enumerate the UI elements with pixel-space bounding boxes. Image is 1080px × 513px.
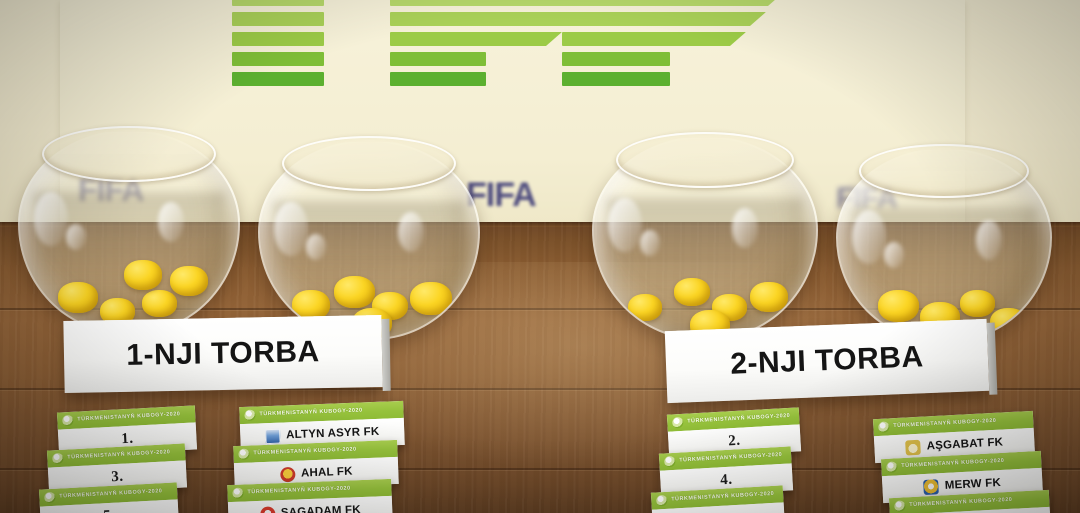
draw-bowl-4 xyxy=(836,148,1048,338)
glass-reflection xyxy=(158,202,184,242)
draw-ball xyxy=(58,282,98,313)
draw-bowl-1 xyxy=(18,130,236,330)
glass-reflection xyxy=(274,202,308,256)
cup-banner-text: TÜRKMENISTANYŇ KUBOGY-2020 xyxy=(247,486,350,495)
placard-side xyxy=(381,319,390,391)
club-name: ALTYN ASYR FK xyxy=(286,427,380,442)
draw-ball xyxy=(878,290,919,322)
logo-stripe xyxy=(232,32,324,46)
cup-banner-text: TÜRKMENISTANYŇ KUBOGY-2020 xyxy=(901,459,1004,470)
glass-reflection xyxy=(398,212,424,252)
federation-emblem-icon xyxy=(656,495,668,507)
card-number: 2. xyxy=(728,434,741,450)
card-number: 4. xyxy=(720,473,733,489)
cup-banner-text: TÜRKMENISTANYŇ KUBOGY-2020 xyxy=(77,412,180,423)
cup-banner-text: TÜRKMENISTANYŇ KUBOGY-2020 xyxy=(67,450,170,461)
federation-emblem-icon xyxy=(878,421,890,433)
cup-banner-text: TÜRKMENISTANYŇ KUBOGY-2020 xyxy=(679,453,782,464)
bowl-rim xyxy=(282,136,456,191)
logo-stripe xyxy=(390,52,486,66)
card-number: 1. xyxy=(121,432,134,448)
logo-stripe xyxy=(562,12,766,26)
federation-emblem-icon xyxy=(52,453,64,465)
club-name: ŞAGADAM FK xyxy=(281,505,361,513)
draw-ball xyxy=(960,290,995,317)
cup-banner-text: TÜRKMENISTANYŇ KUBOGY-2020 xyxy=(909,498,1012,509)
glass-reflection xyxy=(640,230,660,256)
pot-1-placard: 1-NJI TORBA xyxy=(63,315,382,393)
glass-reflection xyxy=(608,198,642,252)
logo-stripe xyxy=(232,0,324,6)
cup-banner-text: TÜRKMENISTANYŇ KUBOGY-2020 xyxy=(687,414,790,425)
federation-emblem-icon xyxy=(664,456,676,468)
draw-ball xyxy=(124,260,162,290)
pot-1-placard-label: 1-NJI TORBA xyxy=(126,337,320,371)
draw-ball xyxy=(674,278,710,306)
club-name: AŞGABAT FK xyxy=(926,437,1003,452)
logo-stripe xyxy=(562,32,746,46)
federation-emblem-icon xyxy=(44,492,56,504)
glass-reflection xyxy=(732,208,758,248)
bowl-rim xyxy=(42,126,216,182)
cup-banner-text: TÜRKMENISTANYŇ KUBOGY-2020 xyxy=(253,447,356,456)
draw-ball xyxy=(410,282,452,315)
cup-banner-text: TÜRKMENISTANYŇ KUBOGY-2020 xyxy=(259,408,362,417)
cup-banner-text: TÜRKMENISTANYŇ KUBOGY-2020 xyxy=(893,419,996,430)
club-crest-icon xyxy=(905,440,921,456)
federation-emblem-icon xyxy=(672,417,684,429)
logo-stripe xyxy=(562,52,670,66)
federation-emblem-icon xyxy=(244,410,255,421)
logo-stripe xyxy=(390,32,562,46)
draw-bowl-2 xyxy=(258,140,476,336)
club-name: MERW FK xyxy=(945,478,1002,492)
bowl-rim xyxy=(616,132,793,188)
bowl-rim xyxy=(859,144,1028,197)
club-crest-icon xyxy=(280,467,296,483)
federation-emblem-icon xyxy=(232,488,243,499)
logo-stripe xyxy=(390,12,582,26)
draw-ball xyxy=(170,266,208,296)
tff-green-stripes-logo xyxy=(232,0,872,98)
logo-stripe xyxy=(232,12,324,26)
pot-2-placard: 2-NJI TORBA xyxy=(665,319,990,403)
draw-ball xyxy=(990,308,1027,337)
club-crest-icon xyxy=(265,429,281,445)
club-crest-icon xyxy=(924,479,940,495)
logo-stripe xyxy=(390,72,486,86)
cup-banner-text: TÜRKMENISTANYŇ KUBOGY-2020 xyxy=(671,492,774,503)
logo-stripe xyxy=(232,72,324,86)
federation-emblem-icon xyxy=(62,415,74,427)
glass-reflection xyxy=(976,220,1002,260)
cup-banner-text: TÜRKMENISTANYŇ KUBOGY-2020 xyxy=(59,489,162,500)
card-number: 5. xyxy=(103,509,116,513)
club-name: AHAL FK xyxy=(301,466,353,479)
logo-stripe xyxy=(232,52,324,66)
draw-bowl-3 xyxy=(592,136,814,336)
glass-reflection xyxy=(306,234,326,260)
logo-stripe xyxy=(562,72,670,86)
glass-reflection xyxy=(34,192,68,246)
card-number: 3. xyxy=(111,470,124,486)
club-crest-icon xyxy=(260,506,276,513)
federation-emblem-icon xyxy=(238,449,249,460)
logo-stripe xyxy=(562,0,784,6)
draw-ball xyxy=(750,282,788,312)
draw-ball xyxy=(142,290,177,317)
pot1-club-card-3[interactable]: TÜRKMENISTANYŇ KUBOGY-2020 ŞAGADAM FK xyxy=(227,479,393,513)
draw-ball xyxy=(334,276,375,308)
federation-emblem-icon xyxy=(886,461,898,473)
federation-emblem-icon xyxy=(894,500,906,512)
glass-reflection xyxy=(66,224,86,250)
draw-ceremony-photo: FIFA FIFA FIFA 1-NJI TORBA 2-NJI TORBA T… xyxy=(0,0,1080,513)
glass-reflection xyxy=(884,242,904,268)
draw-ball xyxy=(628,294,662,321)
pot-2-placard-label: 2-NJI TORBA xyxy=(730,342,924,379)
glass-reflection xyxy=(852,210,886,264)
